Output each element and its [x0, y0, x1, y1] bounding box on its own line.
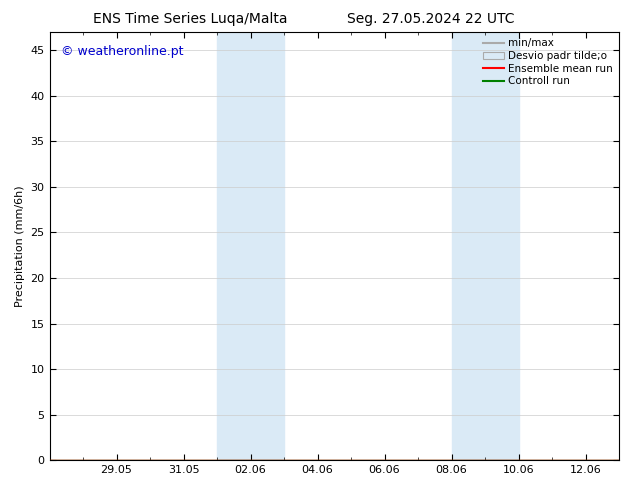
Text: © weatheronline.pt: © weatheronline.pt [61, 45, 183, 58]
Text: Seg. 27.05.2024 22 UTC: Seg. 27.05.2024 22 UTC [347, 12, 515, 26]
Bar [451, 32, 519, 460]
Y-axis label: Precipitation (mm/6h): Precipitation (mm/6h) [15, 185, 25, 307]
Legend: min/max, Desvio padr tilde;o, Ensemble mean run, Controll run: min/max, Desvio padr tilde;o, Ensemble m… [480, 35, 616, 89]
Bar [217, 32, 284, 460]
Text: ENS Time Series Luqa/Malta: ENS Time Series Luqa/Malta [93, 12, 287, 26]
